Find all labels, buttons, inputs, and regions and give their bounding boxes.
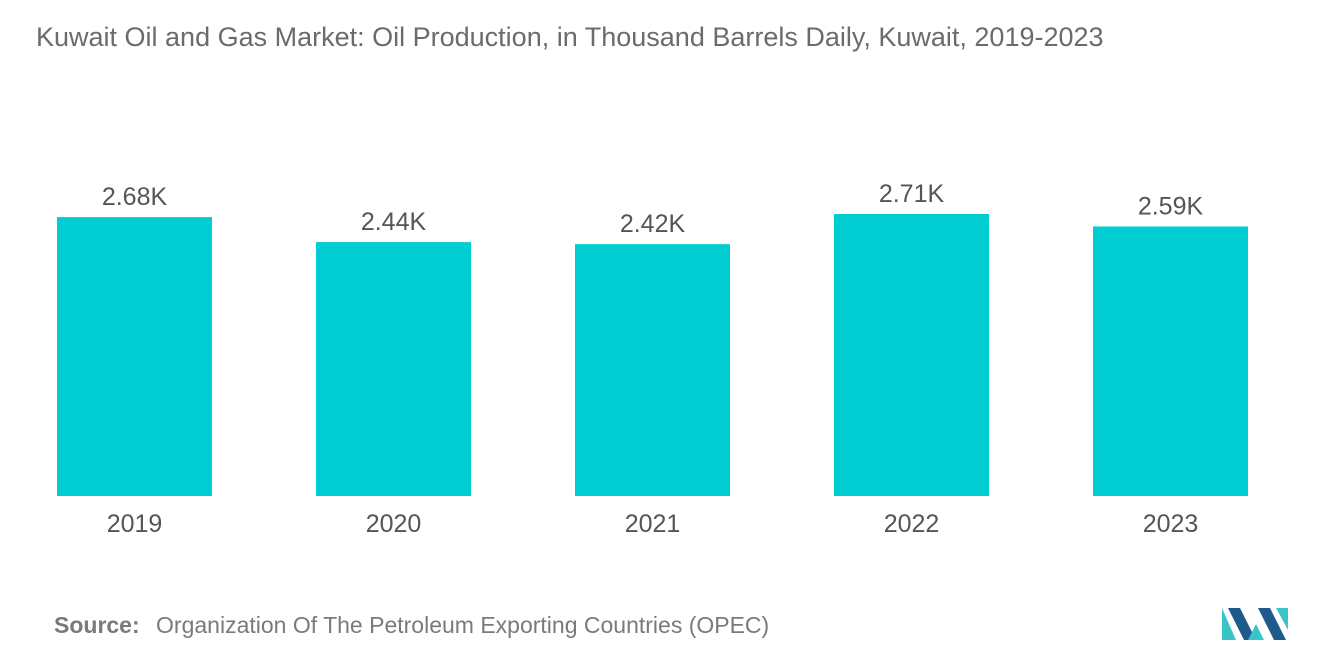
data-label-2022: 2.71K [879, 180, 945, 208]
x-tick-label-2020: 2020 [366, 510, 422, 538]
data-label-2020: 2.44K [361, 208, 427, 236]
x-tick-label-2019: 2019 [107, 510, 163, 538]
data-label-2019: 2.68K [102, 183, 168, 211]
source-text: Organization Of The Petroleum Exporting … [156, 612, 770, 638]
bar-2023 [1093, 226, 1248, 496]
bar-2020 [316, 242, 471, 496]
source-line: Source: Organization Of The Petroleum Ex… [54, 612, 769, 639]
mordor-intelligence-logo-icon [1222, 608, 1288, 640]
data-label-2021: 2.42K [620, 210, 686, 238]
source-label: Source: [54, 612, 140, 638]
bar-2021 [575, 244, 730, 496]
x-tick-label-2021: 2021 [625, 510, 681, 538]
x-tick-label-2023: 2023 [1143, 510, 1199, 538]
bar-2019 [57, 217, 212, 496]
bar-chart: 2.68K 2019 2.44K 2020 2.42K 2021 2.71K 2022 2.59… [57, 180, 1248, 538]
bar-2022 [834, 214, 989, 496]
data-label-2023: 2.59K [1138, 192, 1204, 220]
x-tick-label-2022: 2022 [884, 510, 940, 538]
chart-title: Kuwait Oil and Gas Market: Oil Productio… [36, 22, 1104, 52]
